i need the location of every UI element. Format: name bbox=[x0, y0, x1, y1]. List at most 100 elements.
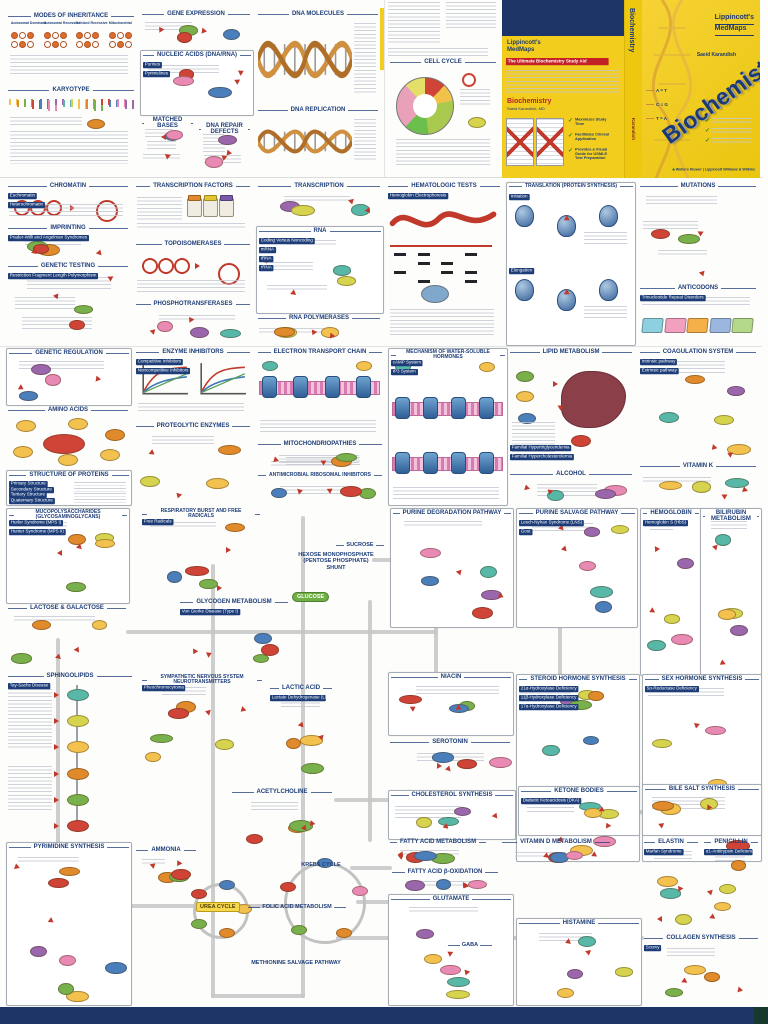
codon-block bbox=[663, 317, 687, 333]
panel-title: CHOLESTEROL SYNTHESIS bbox=[389, 791, 515, 798]
text-lines bbox=[15, 296, 76, 310]
pathway-node bbox=[419, 547, 441, 559]
panel-title: MATCHED BASES bbox=[140, 116, 195, 130]
text-lines bbox=[149, 522, 216, 529]
cover-edge-sliver bbox=[380, 8, 384, 70]
panel-body bbox=[6, 415, 130, 468]
pathway-node bbox=[468, 879, 487, 889]
pathway-node bbox=[420, 576, 439, 586]
base-pair-label: C ≡ G bbox=[646, 102, 668, 107]
pathway-node bbox=[700, 798, 719, 811]
arrow bbox=[709, 913, 716, 920]
pathway-node bbox=[86, 119, 105, 129]
sub-header: Diabetic Ketoacidosis (DKA) bbox=[521, 798, 582, 805]
panel-title: ELASTIN bbox=[642, 838, 700, 845]
arrow bbox=[289, 289, 297, 296]
sub-header: Purines bbox=[143, 62, 162, 69]
arrow bbox=[161, 134, 167, 141]
text-lines bbox=[24, 236, 82, 249]
pathway-node bbox=[19, 391, 38, 401]
pedigree-symbol bbox=[76, 41, 83, 48]
arrow bbox=[492, 811, 500, 819]
text-lines bbox=[145, 129, 174, 139]
panel-mechanism-of-water-soluble-hormones: MECHANISM OF WATER-SOLUBLE HORMONES cAMP … bbox=[388, 348, 508, 506]
panel-electron-transport-chain: ELECTRON TRANSPORT CHAIN bbox=[256, 348, 384, 438]
pedigree-symbol bbox=[116, 32, 124, 39]
pedigree-symbol bbox=[76, 32, 83, 39]
pathway-node bbox=[663, 614, 680, 625]
pathway-node bbox=[157, 321, 173, 333]
pathway-node bbox=[647, 639, 667, 652]
chromosome-pair bbox=[93, 100, 103, 111]
arrow bbox=[54, 692, 60, 698]
text-lines bbox=[396, 139, 490, 166]
dna-coil bbox=[142, 258, 158, 274]
poster-thumbnail bbox=[536, 118, 564, 166]
pathway-node bbox=[184, 566, 209, 576]
arrow bbox=[54, 744, 60, 751]
arrow bbox=[657, 823, 665, 829]
panel-modes-of-inheritance: MODES OF INHERITANCE Autosomal Dominant Au… bbox=[6, 12, 136, 84]
pathway-node bbox=[440, 964, 461, 976]
cell-cycle-pie bbox=[396, 77, 454, 135]
panel-title: RNA POLYMERASES bbox=[256, 314, 382, 321]
sub-header: Coding Versus Noncoding bbox=[259, 238, 315, 245]
panel-penicillin: PENICILLIN α1-Antitrypsin Deficiency bbox=[702, 838, 760, 932]
protein-complex bbox=[479, 396, 494, 419]
pathway-node bbox=[171, 868, 191, 880]
pathway-node bbox=[261, 644, 280, 656]
fold-line-horizontal bbox=[0, 346, 762, 347]
spine-author: Karandish bbox=[631, 118, 636, 141]
panel-title: COLLAGEN SYNTHESIS bbox=[642, 934, 760, 941]
panel-title: PYRIMIDINE SYNTHESIS bbox=[7, 843, 131, 850]
panel-title-text: ANTIMICROBIAL RIBOSOMAL INHIBITORS bbox=[269, 472, 371, 478]
sub-header: Heterochromatin bbox=[8, 202, 45, 209]
panel-title-text: BILE SALT SYNTHESIS bbox=[668, 786, 736, 792]
pathway-node bbox=[68, 533, 86, 545]
arrow bbox=[497, 591, 504, 598]
gel-band bbox=[464, 271, 477, 274]
panel-title: PURINE SALVAGE PATHWAY bbox=[517, 509, 637, 516]
panel-fatty-acid-oxidation: FATTY ACID β-OXIDATION bbox=[390, 868, 500, 892]
pathway-node bbox=[149, 733, 174, 744]
panel-body bbox=[7, 852, 131, 1005]
pathway-node bbox=[658, 411, 680, 423]
panel-title: VITAMIN K bbox=[638, 462, 758, 469]
map-label: GABA bbox=[448, 942, 492, 948]
panel-body: Von Gierke Disease (Type I) bbox=[178, 607, 290, 668]
panel-title-text: KETONE BODIES bbox=[554, 788, 604, 794]
panel-title-text: CHOLESTEROL SYNTHESIS bbox=[411, 792, 493, 798]
pedigree-symbol bbox=[11, 32, 18, 39]
pedigree-symbol bbox=[92, 32, 99, 39]
cycle-node bbox=[351, 886, 368, 897]
pathway-node bbox=[67, 767, 90, 780]
checkmark-icon: ✓ bbox=[568, 148, 574, 154]
panel-title-text: PROTEOLYTIC ENZYMES bbox=[156, 423, 230, 429]
panel-imprinting: IMPRINTING Prader-Willi and Angelman Synd… bbox=[6, 224, 130, 260]
arrow bbox=[603, 820, 612, 829]
pathway-node bbox=[289, 820, 313, 832]
pathway-node bbox=[479, 362, 495, 372]
gel-band bbox=[417, 253, 430, 256]
panel-lactose-galactose: LACTOSE & GALACTOSE bbox=[6, 604, 128, 668]
pathway-node bbox=[301, 763, 324, 775]
text-lines bbox=[404, 521, 482, 529]
text-lines bbox=[647, 687, 724, 700]
gel-band bbox=[441, 271, 453, 274]
text-lines bbox=[281, 698, 320, 709]
arrow bbox=[47, 916, 56, 925]
pathway-node bbox=[684, 965, 707, 976]
pathway-node bbox=[650, 228, 671, 239]
panel-title-text: PYRIMIDINE SYNTHESIS bbox=[33, 844, 105, 850]
panel-title: DNA REPAIR DEFECTS bbox=[197, 122, 252, 136]
back-cover-bullet-list: ✓ Maximizes Study Time ✓ Facilitates Clini… bbox=[568, 117, 620, 169]
sub-header: 5α-Reductase Deficiency bbox=[645, 686, 699, 693]
sub-header: cAMP System bbox=[391, 360, 423, 367]
sub-header: Hunter Syndrome (MPS II) bbox=[9, 529, 66, 536]
gel-band bbox=[394, 253, 406, 256]
back-cover-blurb-lines bbox=[506, 70, 620, 94]
protein-complex bbox=[451, 396, 466, 419]
sub-header: Trinucleotide Repeat Disorders bbox=[640, 295, 706, 302]
pathway-node bbox=[730, 860, 746, 871]
